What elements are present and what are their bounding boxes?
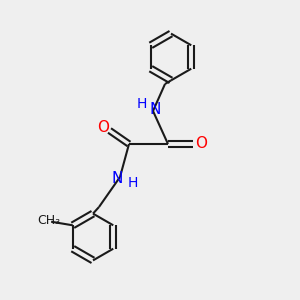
Text: N: N	[112, 171, 123, 186]
Text: H: H	[128, 176, 138, 190]
Text: O: O	[98, 120, 110, 135]
Text: N: N	[150, 102, 161, 117]
Text: H: H	[136, 98, 147, 111]
Text: CH₃: CH₃	[37, 214, 60, 227]
Text: O: O	[195, 136, 207, 152]
